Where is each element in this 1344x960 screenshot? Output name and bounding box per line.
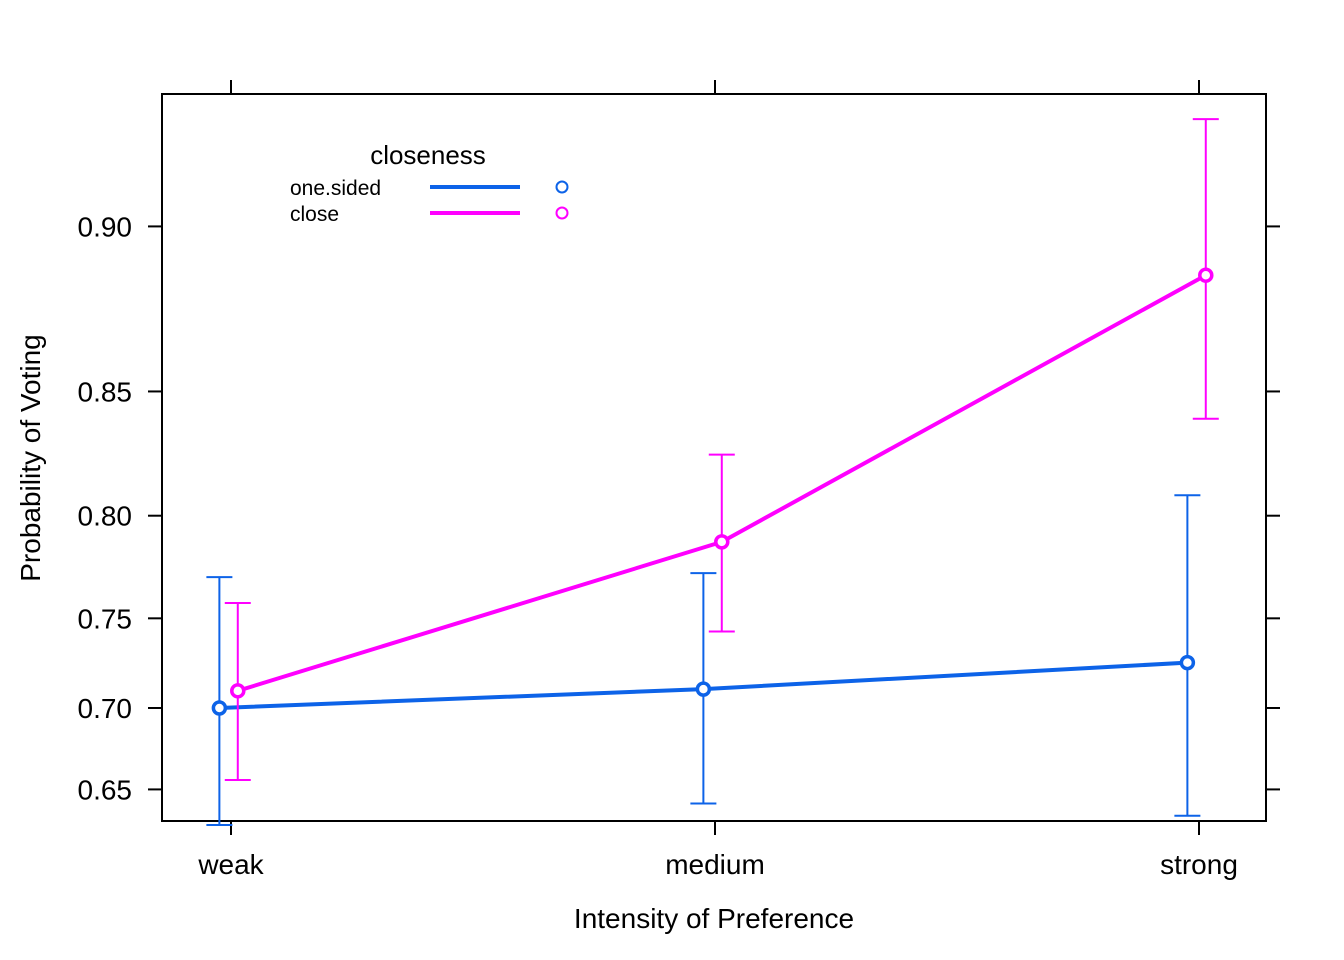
data-point [1179,654,1196,671]
x-tick-label: medium [665,849,765,880]
y-tick-label: 0.85 [78,376,133,407]
legend-point [555,206,569,220]
legend-point [555,180,569,194]
legend: closeness one.sided close [290,140,569,226]
x-tick-label: strong [1160,849,1238,880]
x-axis-title: Intensity of Preference [574,903,854,934]
y-tick-label: 0.65 [78,774,133,805]
x-tick-label: weak [197,849,264,880]
series-one-sided [206,494,1201,826]
y-tick-label: 0.80 [78,501,133,532]
data-point [714,534,730,550]
y-axis-title: Probability of Voting [15,334,46,582]
y-tick-label: 0.70 [78,693,133,724]
legend-title: closeness [370,140,486,170]
y-tick-label: 0.75 [78,603,133,634]
data-point [695,681,712,697]
legend-label: one.sided [290,177,381,200]
series-layer [206,118,1219,826]
data-point [1198,267,1214,283]
series-close [224,118,1219,781]
data-point [211,700,228,716]
y-axis: 0.65 0.70 0.75 0.80 0.85 0.90 [78,211,1280,805]
x-axis: weak medium strong [197,80,1238,880]
y-tick-label: 0.90 [78,211,133,242]
data-point [230,683,246,699]
legend-label: close [290,203,339,226]
